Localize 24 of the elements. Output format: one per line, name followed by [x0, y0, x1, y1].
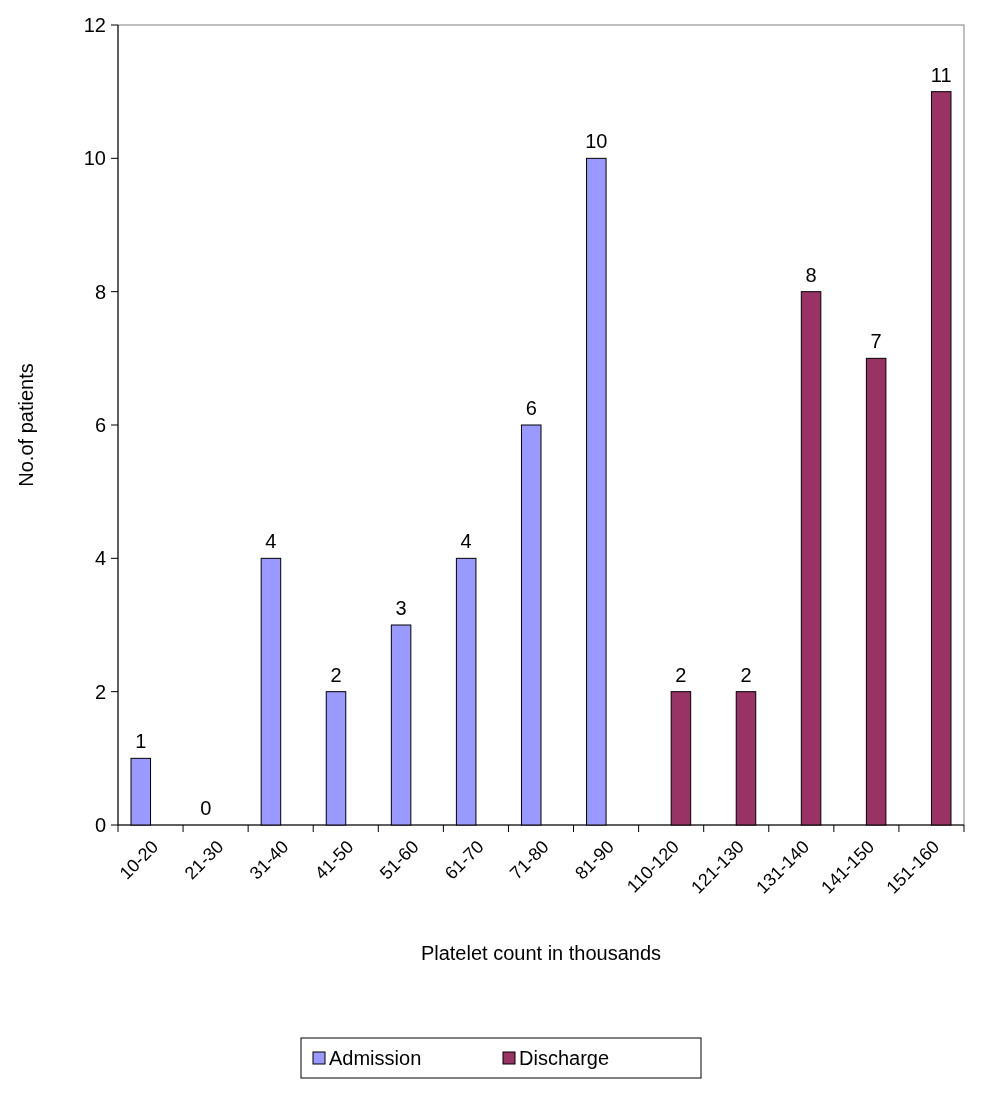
- y-tick-label: 6: [94, 414, 106, 436]
- y-tick-label: 0: [94, 814, 106, 836]
- data-label: 4: [265, 530, 277, 553]
- data-label: 2: [675, 663, 687, 686]
- y-tick-label: 2: [94, 680, 106, 703]
- y-axis-title: No.of patients: [15, 363, 37, 487]
- legend-label: Admission: [329, 1047, 422, 1069]
- y-tick-label: 12: [83, 14, 106, 36]
- data-label: 2: [330, 663, 342, 686]
- data-label: 10: [585, 130, 608, 153]
- data-label: 7: [870, 330, 882, 353]
- data-label: 4: [460, 530, 472, 553]
- data-label: 2: [740, 663, 752, 686]
- data-label: 3: [395, 597, 407, 619]
- data-label: 11: [930, 63, 952, 86]
- y-tick-label: 8: [94, 280, 106, 303]
- data-label: 0: [200, 797, 212, 819]
- x-axis-title: Platelet count in thousands: [420, 942, 662, 964]
- data-label: 8: [805, 263, 817, 286]
- data-label: 1: [135, 730, 147, 753]
- y-tick-label: 4: [94, 547, 106, 570]
- legend-label: Discharge: [519, 1047, 610, 1069]
- y-tick-label: 10: [83, 147, 106, 170]
- data-label: 6: [525, 397, 537, 419]
